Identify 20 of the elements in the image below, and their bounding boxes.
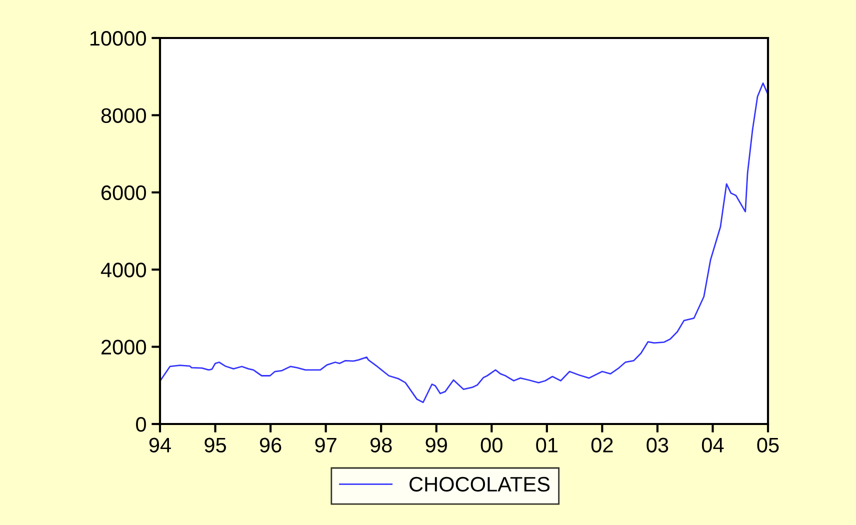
- y-tick-label: 0: [136, 417, 146, 432]
- x-tick-label: 05: [757, 438, 779, 452]
- x-tick-label: 98: [370, 438, 392, 452]
- x-tick-label: 96: [260, 438, 282, 452]
- y-tick-label: 8000: [101, 108, 146, 123]
- y-tick-label: 6000: [102, 185, 146, 200]
- x-tick-label: 99: [426, 438, 447, 452]
- x-tick-label: 01: [536, 438, 558, 452]
- line-series: [160, 82, 768, 404]
- x-tick-label: 04: [702, 438, 724, 452]
- y-tick-label: 10000: [90, 31, 146, 46]
- y-tick-label: 2000: [102, 340, 146, 355]
- x-tick-label: 03: [646, 438, 668, 452]
- y-tick-label: 4000: [100, 262, 146, 278]
- legend-label: CHOCOLATES: [410, 476, 550, 492]
- x-tick-label: 94: [149, 438, 171, 452]
- x-tick-label: 95: [204, 438, 226, 452]
- x-tick-label: 00: [480, 438, 502, 452]
- x-tick-label: 97: [315, 438, 336, 452]
- x-tick-label: 02: [591, 438, 613, 452]
